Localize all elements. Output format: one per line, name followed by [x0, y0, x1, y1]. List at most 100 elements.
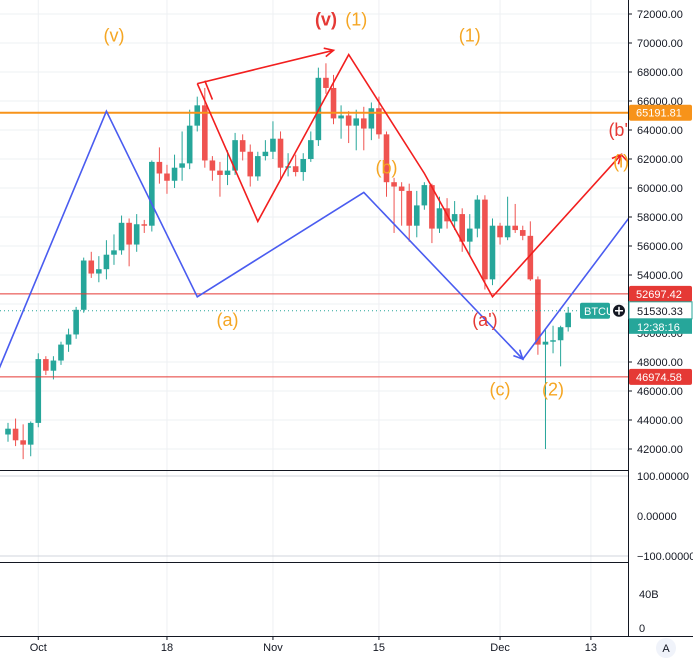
price-tick-label: 68000.00 [637, 67, 683, 79]
candle-body [171, 167, 178, 181]
candle-body [232, 140, 238, 171]
price-tick-label: 56000.00 [637, 241, 683, 253]
wave-label: (b) [376, 158, 398, 178]
level-price-tag [629, 368, 692, 385]
candle-body [413, 205, 420, 226]
candle-body [330, 87, 337, 119]
red-tick-mark [204, 80, 214, 100]
candle-body [80, 260, 87, 310]
time-tick-label: Oct [30, 642, 47, 654]
candle-body [133, 224, 140, 245]
candle-body [209, 160, 216, 171]
indicator-panes [0, 470, 693, 563]
price-tick-label: 54000.00 [637, 270, 683, 282]
price-tick-label: 70000.00 [637, 38, 683, 50]
wave-label: (v) [103, 26, 124, 46]
red-projection-arrow [611, 153, 623, 165]
chart-grid [0, 0, 645, 636]
candle-body [345, 115, 352, 126]
candle-body [27, 422, 34, 445]
wave-label: (a) [217, 310, 239, 330]
price-axis: 42000.0044000.0046000.0048000.0050000.00… [580, 0, 693, 666]
candle-body [20, 440, 26, 445]
candle-body [217, 170, 223, 175]
candle-body [239, 140, 246, 152]
candle-body [58, 344, 64, 361]
candle-body [141, 224, 148, 226]
candle-body [527, 235, 534, 280]
symbol-tag [580, 302, 610, 319]
candle-body [353, 118, 360, 126]
blue-wave-path [0, 109, 653, 369]
blue-bottom-arrow [513, 349, 525, 361]
price-tick-label: 60000.00 [637, 183, 683, 195]
candle-body [247, 151, 254, 177]
countdown-label: 12:38:16 [637, 322, 680, 334]
candle-body [50, 360, 57, 371]
wave-label: (2) [542, 379, 564, 399]
candle-body [65, 334, 72, 345]
time-tick-label: 18 [161, 642, 173, 654]
candle-body [557, 327, 564, 341]
candle-body [270, 138, 276, 152]
candle-body [429, 185, 435, 229]
candle-body [550, 340, 556, 342]
level-price-tag [629, 285, 692, 302]
level-price-label: 65191.81 [636, 108, 682, 120]
price-tick-label: 48000.00 [637, 357, 683, 369]
red-arrow-shaft [197, 49, 334, 85]
auto-scale-button[interactable]: A [656, 638, 676, 658]
candle-body [360, 118, 367, 129]
candle-body [482, 199, 488, 280]
horizontal-levels [0, 111, 628, 378]
candle-body [512, 225, 518, 231]
add-plus-icon[interactable] [613, 304, 625, 317]
wave-label: (1) [459, 26, 481, 46]
candle-body [308, 140, 314, 159]
price-tick-label: 62000.00 [637, 154, 683, 166]
candle-body [43, 359, 49, 371]
auto-scale-circle [656, 638, 676, 658]
price-tick-label: 72000.00 [637, 9, 683, 21]
wave-label: (i) [613, 152, 629, 172]
level-price-tag [629, 104, 692, 121]
candle-body [376, 108, 382, 135]
candle-body [368, 108, 375, 129]
plus-sign [615, 306, 623, 315]
candle-body [398, 186, 405, 191]
candle-body [88, 260, 95, 274]
price-tick-label: 46000.00 [637, 386, 683, 398]
candle-body [202, 105, 208, 161]
candle-body [126, 222, 132, 245]
candle-body [300, 159, 307, 173]
countdown-tag [629, 318, 692, 334]
candle-body [194, 105, 201, 126]
candle-body [5, 428, 11, 435]
wave-label: (a') [472, 310, 497, 330]
candle-body [179, 163, 185, 168]
candle-body [466, 228, 473, 242]
indicator-tick-label: −100.00000 [637, 551, 693, 563]
candle-body [111, 250, 117, 255]
time-tick-label: Nov [263, 642, 283, 654]
price-tick-label: 64000.00 [637, 125, 683, 137]
time-axis: Oct 18 Nov 15 Dec 13 A [0, 636, 693, 658]
candle-body [406, 190, 413, 226]
candle-body [565, 312, 571, 328]
price-tick-label: 58000.00 [637, 212, 683, 224]
red-arrow-head [323, 47, 336, 58]
wave-annotations [0, 47, 660, 369]
candle-body [73, 309, 79, 335]
candle-body [255, 156, 261, 177]
candle-body [277, 138, 284, 168]
candle-body [96, 269, 102, 274]
candle-body [497, 225, 503, 238]
candle-body [474, 199, 481, 229]
candle-body [156, 161, 163, 174]
time-tick-label: 15 [373, 642, 385, 654]
volume-tick-label: 0 [639, 623, 645, 635]
candle-body [504, 225, 511, 238]
candle-body [164, 173, 170, 181]
wave-label: (b') [608, 120, 633, 140]
